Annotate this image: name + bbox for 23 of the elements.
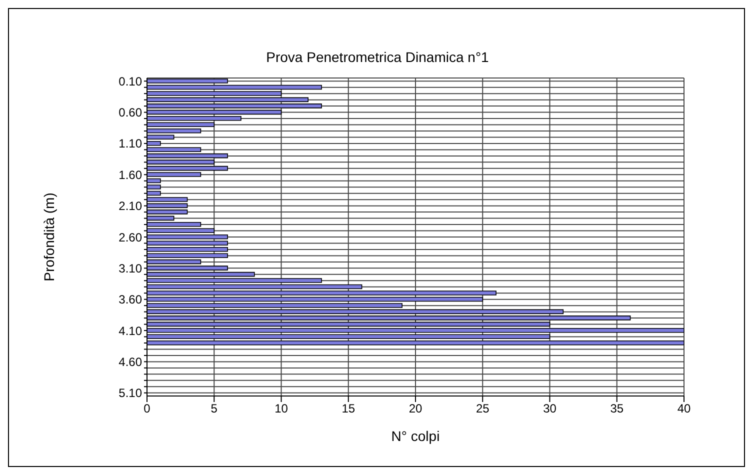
x-tick-label: 5 xyxy=(210,402,218,416)
y-tick-label: 2.10 xyxy=(118,199,142,214)
x-tick-label: 0 xyxy=(144,402,151,416)
x-tick-label: 10 xyxy=(274,402,288,416)
x-tick-label: 25 xyxy=(476,402,490,416)
x-tick-label: 35 xyxy=(610,402,624,416)
x-tick-label: 15 xyxy=(342,402,356,416)
y-tick-label: 3.10 xyxy=(118,261,142,276)
y-tick-label: 1.10 xyxy=(118,136,142,151)
y-tick-label: 1.60 xyxy=(118,168,142,182)
y-tick-label: 2.60 xyxy=(118,230,142,244)
y-tick-label: 4.60 xyxy=(118,354,142,369)
x-tick-label: 40 xyxy=(677,402,691,416)
y-tick-label: 3.60 xyxy=(118,292,142,307)
x-tick-label: 20 xyxy=(408,402,422,416)
y-tick-label: 0.10 xyxy=(118,74,142,88)
y-tick-label: 0.60 xyxy=(118,106,142,120)
y-tick-label: 4.10 xyxy=(118,324,142,338)
y-tick-label: 5.10 xyxy=(118,386,142,400)
y-axis-title: Profondità (m) xyxy=(40,192,57,282)
x-tick-label: 30 xyxy=(543,402,557,416)
chart-title: Prova Penetrometrica Dinamica n°1 xyxy=(265,49,490,65)
x-axis-title: N° colpi xyxy=(391,428,440,444)
